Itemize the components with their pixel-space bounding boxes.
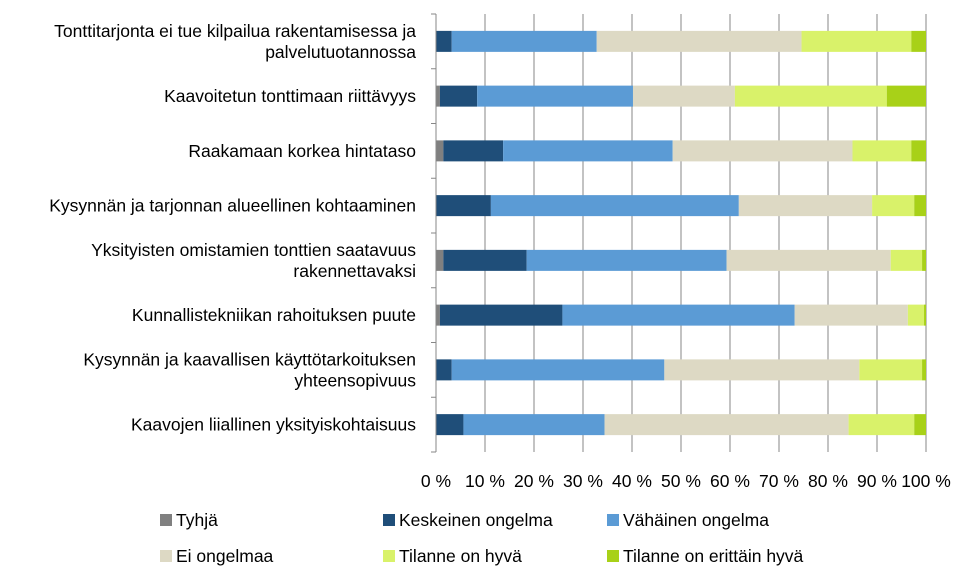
category-label: yhteensopivuus — [294, 370, 416, 390]
legend-swatch — [383, 550, 395, 562]
category-label: Kaavoitetun tonttimaan riittävyys — [164, 86, 416, 106]
category-label: palvelutuotannossa — [265, 42, 416, 62]
category-label: Kysynnän ja kaavallisen käyttötarkoituks… — [83, 349, 416, 369]
bar-segment — [436, 414, 464, 436]
bar-segment — [914, 195, 926, 217]
x-tick-label: 100 % — [901, 471, 951, 491]
category-label: Yksityisten omistamien tonttien saatavuu… — [91, 240, 416, 260]
x-tick-label: 10 % — [465, 471, 505, 491]
x-tick-label: 80 % — [808, 471, 848, 491]
category-label: rakennettavaksi — [293, 261, 416, 281]
bar-segment — [503, 140, 673, 162]
legend-label: Tilanne on hyvä — [399, 546, 522, 566]
x-tick-label: 0 % — [421, 471, 451, 491]
bar-segment — [439, 304, 563, 326]
legend-swatch — [607, 550, 619, 562]
category-labels: Tonttitarjonta ei tue kilpailua rakentam… — [49, 21, 416, 435]
bar-segment — [734, 85, 887, 107]
bars — [436, 30, 926, 436]
y-axis — [431, 13, 437, 453]
bar-segment — [914, 414, 926, 436]
bar-segment — [436, 304, 440, 326]
bar-segment — [526, 249, 727, 271]
legend-swatch — [160, 514, 172, 526]
legend-label: Tilanne on erittäin hyvä — [623, 546, 804, 566]
bar-segment — [463, 414, 605, 436]
category-label: Tonttitarjonta ei tue kilpailua rakentam… — [54, 21, 416, 41]
legend-swatch — [383, 514, 395, 526]
x-tick-labels: 0 % 10 % 20 % 30 % 40 % 50 % 60 % 70 % 80 % 90 % 1… — [421, 471, 951, 491]
bar-segment — [922, 249, 926, 271]
bar-segment — [439, 85, 478, 107]
bar-segment — [664, 359, 860, 381]
bar-segment — [436, 195, 491, 217]
bar-segment — [490, 195, 739, 217]
gridlines — [435, 14, 927, 452]
bar-segment — [604, 414, 849, 436]
category-label: Raakamaan korkea hintataso — [188, 141, 416, 161]
bar-segment — [672, 140, 853, 162]
category-label: Kaavojen liiallinen yksityiskohtaisuus — [131, 415, 416, 435]
bar-segment — [451, 30, 597, 52]
bar-segment — [801, 30, 912, 52]
bar-segment — [922, 359, 926, 381]
x-tick-label: 60 % — [710, 471, 750, 491]
bar-segment — [632, 85, 735, 107]
x-tick-label: 90 % — [857, 471, 897, 491]
category-label: Kysynnän ja tarjonnan alueellinen kohtaa… — [49, 196, 416, 216]
bar-segment — [911, 30, 926, 52]
bar-segment — [738, 195, 873, 217]
bar-segment — [886, 85, 926, 107]
category-label: Kunnallistekniikan rahoituksen puute — [132, 305, 416, 325]
bar-segment — [436, 249, 444, 271]
bar-segment — [924, 304, 926, 326]
bar-segment — [436, 140, 444, 162]
bar-segment — [451, 359, 665, 381]
legend-swatch — [160, 550, 172, 562]
bar-segment — [872, 195, 915, 217]
bar-segment — [436, 30, 452, 52]
x-tick-label: 40 % — [612, 471, 652, 491]
legend-label: Tyhjä — [176, 510, 218, 530]
legend-swatch — [607, 514, 619, 526]
bar-segment — [911, 140, 926, 162]
x-tick-label: 50 % — [661, 471, 701, 491]
bar-segment — [907, 304, 925, 326]
legend-label: Vähäinen ongelma — [623, 510, 769, 530]
bar-segment — [562, 304, 795, 326]
bar-segment — [794, 304, 908, 326]
bar-segment — [859, 359, 923, 381]
bar-segment — [443, 140, 504, 162]
x-tick-label: 30 % — [563, 471, 603, 491]
bar-segment — [477, 85, 633, 107]
legend-label: Keskeinen ongelma — [399, 510, 553, 530]
bar-segment — [436, 85, 440, 107]
bar-segment — [848, 414, 915, 436]
bar-segment — [596, 30, 802, 52]
bar-segment — [852, 140, 912, 162]
legend: Tyhjä Keskeinen ongelma Vähäinen ongelma Ei… — [160, 510, 804, 566]
x-tick-label: 70 % — [759, 471, 799, 491]
legend-label: Ei ongelmaa — [176, 546, 274, 566]
bar-segment — [436, 359, 452, 381]
bar-segment — [890, 249, 923, 271]
bar-segment — [443, 249, 527, 271]
bar-segment — [726, 249, 891, 271]
x-tick-label: 20 % — [514, 471, 554, 491]
